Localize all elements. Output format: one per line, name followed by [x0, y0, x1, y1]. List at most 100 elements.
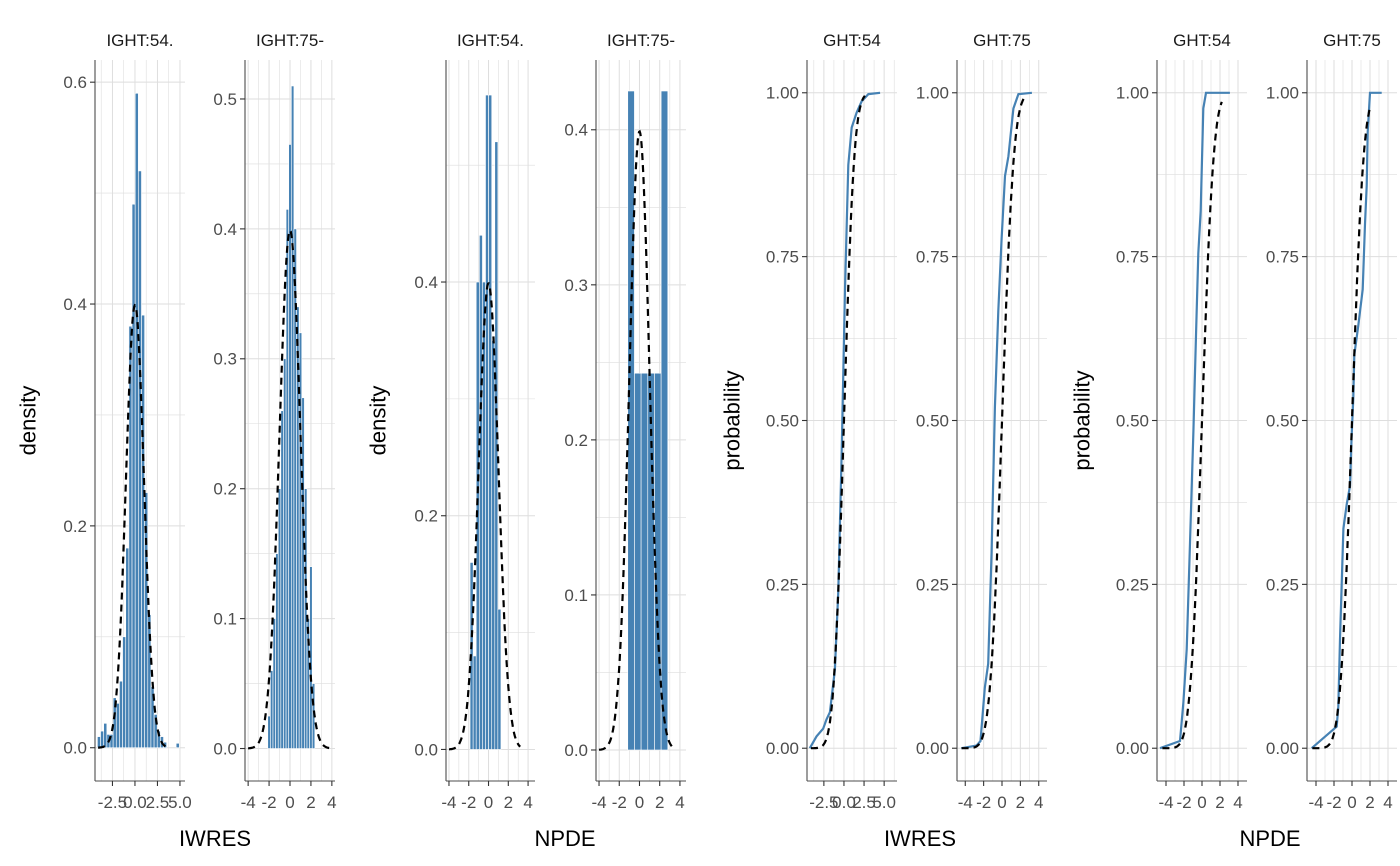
- y-axis-title: density: [366, 386, 391, 456]
- x-tick-label: -2: [262, 793, 277, 812]
- y-tick-label: 1.00: [1116, 84, 1149, 103]
- facet-panel: GHT:75 0.00 0.25 0.50 0.75 1.00 -4 -2 0 2 4: [916, 31, 1047, 812]
- facet-title: IGHT:54.: [106, 31, 173, 50]
- x-tick-label: -2.5: [98, 793, 127, 812]
- x-tick-label: -2: [1326, 793, 1341, 812]
- x-axis-title: NPDE: [534, 826, 595, 851]
- x-tick-label: 4: [1383, 793, 1392, 812]
- x-tick-label: 2.5: [852, 793, 876, 812]
- facet-title: IGHT:54.: [457, 31, 524, 50]
- histogram-bar: [115, 703, 120, 749]
- histogram-bar: [97, 736, 101, 749]
- y-tick-label: 0.50: [916, 411, 949, 430]
- x-tick-label: 2: [1016, 793, 1025, 812]
- x-tick-label: 2: [1365, 793, 1374, 812]
- y-tick-label: 0.25: [1266, 575, 1299, 594]
- y-tick-label: 0.50: [1266, 411, 1299, 430]
- y-axis-title: density: [16, 386, 41, 456]
- y-tick-label: 0.50: [1116, 411, 1149, 430]
- histogram-bar: [131, 203, 136, 749]
- facet-panel: GHT:54 0.00 0.25 0.50 0.75 1.00 -4 -2 0 2 4: [1116, 31, 1247, 812]
- histogram-bar: [634, 372, 642, 751]
- histogram-bar: [472, 655, 477, 750]
- y-tick-label: 0.4: [414, 273, 438, 292]
- y-tick-label: 0.0: [564, 741, 588, 760]
- x-tick-label: 0.0: [832, 793, 856, 812]
- y-axis-title: probability: [1070, 370, 1095, 470]
- y-tick-label: 1.00: [1266, 84, 1299, 103]
- y-tick-label: 0.3: [564, 276, 588, 295]
- facet-title: GHT:54: [1173, 31, 1231, 50]
- facet-title: IGHT:75-: [607, 31, 675, 50]
- x-axis-title: IWRES: [179, 826, 251, 851]
- y-tick-label: 0.4: [213, 220, 237, 239]
- y-tick-label: 0.2: [63, 517, 87, 536]
- x-tick-label: 2: [655, 793, 664, 812]
- histogram-bar: [122, 636, 127, 749]
- histogram-bar: [134, 92, 139, 749]
- histogram-bar: [482, 281, 486, 750]
- y-tick-label: 0.75: [1266, 248, 1299, 267]
- y-tick-label: 0.25: [766, 575, 799, 594]
- y-tick-label: 0.4: [63, 295, 87, 314]
- strip: GHT:54: [1173, 31, 1231, 50]
- histogram-bar: [497, 608, 502, 750]
- y-tick-label: 0.0: [213, 739, 237, 758]
- y-tick-label: 0.5: [213, 90, 237, 109]
- histogram-bar: [280, 410, 284, 749]
- x-tick-label: 0: [1197, 793, 1206, 812]
- facet-panel: GHT:54 0.00 0.25 0.50 0.75 1.00 -2.50.02.55.0: [766, 31, 897, 812]
- histogram-bar: [485, 94, 489, 750]
- y-tick-label: 0.25: [1116, 575, 1149, 594]
- facet-title: GHT:75: [1323, 31, 1381, 50]
- x-tick-label: -4: [1308, 793, 1323, 812]
- y-tick-label: 0.00: [1266, 739, 1299, 758]
- x-tick-label: -2: [612, 793, 627, 812]
- facet-panel: GHT:75 0.00 0.25 0.50 0.75 1.00 -4 -2 0 2 4: [1266, 31, 1397, 812]
- x-tick-label: 4: [1233, 793, 1242, 812]
- y-tick-label: 0.2: [213, 480, 237, 499]
- y-tick-label: 0.0: [63, 739, 87, 758]
- x-tick-label: 2.5: [146, 793, 170, 812]
- ecdf-line: [1159, 91, 1230, 750]
- plot-ecdf-npde: probability NPDE GHT:54 0.00 0.25 0.50 0.75 1.0…: [1070, 31, 1397, 851]
- strip: IGHT:54.: [106, 31, 173, 50]
- x-tick-label: 4: [327, 793, 336, 812]
- x-tick-label: -4: [958, 793, 973, 812]
- histogram-bar: [660, 90, 669, 751]
- y-tick-label: 0.00: [1116, 739, 1149, 758]
- y-tick-label: 0.50: [766, 411, 799, 430]
- y-tick-label: 1.00: [916, 84, 949, 103]
- strip: IGHT:75-: [607, 31, 675, 50]
- x-tick-label: 0.0: [123, 793, 147, 812]
- facet-title: IGHT:75-: [256, 31, 324, 50]
- y-tick-label: 0.1: [564, 586, 588, 605]
- y-tick-label: 0.2: [564, 431, 588, 450]
- x-tick-label: 0: [1347, 793, 1356, 812]
- facet-panel: IGHT:54.0.00.20.40.6-2.50.02.55.0: [63, 31, 191, 812]
- histogram-bar: [491, 340, 496, 750]
- y-tick-label: 0.00: [766, 739, 799, 758]
- histogram-bar: [100, 730, 104, 749]
- y-tick-label: 0.25: [916, 575, 949, 594]
- x-tick-label: -2: [976, 793, 991, 812]
- normal-reference-curve: [811, 95, 866, 750]
- y-tick-label: 0.75: [916, 248, 949, 267]
- normal-reference-curve: [598, 129, 673, 751]
- y-tick-label: 0.2: [414, 507, 438, 526]
- histogram-bar: [270, 670, 274, 749]
- x-tick-label: -4: [591, 793, 606, 812]
- histogram-bar: [272, 618, 276, 749]
- facet-title: GHT:75: [973, 31, 1031, 50]
- facet-panel: IGHT:54. 0.0 0.2 0.4 -4 -2 0 2 4: [414, 31, 535, 812]
- y-tick-label: 0.00: [916, 739, 949, 758]
- histogram-bar: [296, 306, 300, 749]
- histogram-bar: [125, 547, 130, 749]
- normal-reference-curve: [961, 97, 1025, 750]
- x-tick-label: 4: [523, 793, 532, 812]
- histogram-bar: [275, 553, 279, 749]
- strip: GHT:75: [973, 31, 1031, 50]
- histogram-bar: [103, 723, 108, 749]
